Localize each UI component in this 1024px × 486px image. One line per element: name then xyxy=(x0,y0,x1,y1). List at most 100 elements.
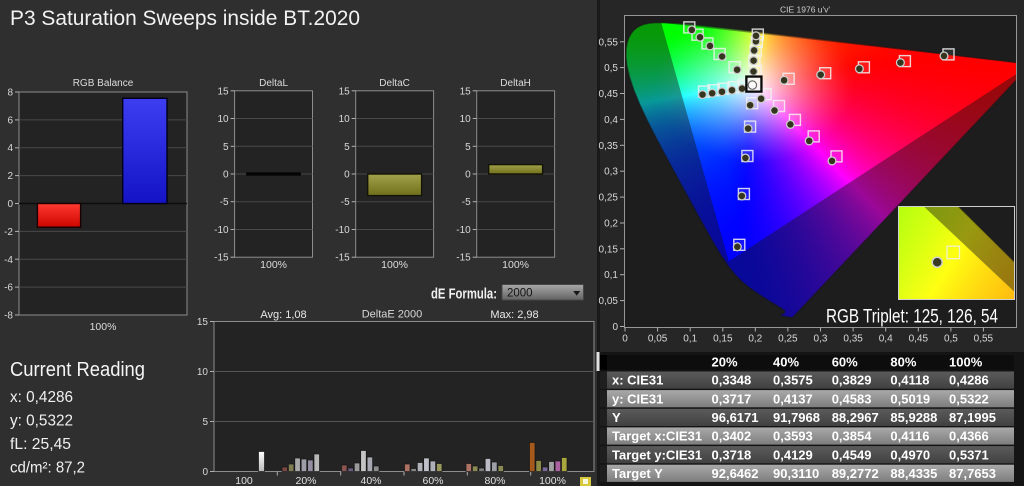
svg-text:0,4: 0,4 xyxy=(879,334,893,345)
svg-text:0,55: 0,55 xyxy=(974,334,994,345)
svg-text:0: 0 xyxy=(612,322,618,333)
svg-text:0: 0 xyxy=(344,170,350,181)
svg-text:15: 15 xyxy=(217,86,229,97)
svg-text:10: 10 xyxy=(460,114,472,125)
svg-text:-5: -5 xyxy=(220,197,229,208)
svg-text:15: 15 xyxy=(197,317,209,328)
svg-text:15: 15 xyxy=(339,86,351,97)
svg-text:90,3110: 90,3110 xyxy=(773,466,819,481)
svg-text:-10: -10 xyxy=(456,225,471,236)
svg-text:60%: 60% xyxy=(422,475,443,486)
svg-text:P3 Saturation Sweeps inside BT: P3 Saturation Sweeps inside BT.2020 xyxy=(10,6,360,30)
svg-text:20%: 20% xyxy=(712,355,738,370)
svg-text:-15: -15 xyxy=(214,253,229,264)
svg-text:0,15: 0,15 xyxy=(599,244,619,255)
svg-text:89,2772: 89,2772 xyxy=(832,466,879,481)
svg-text:10: 10 xyxy=(339,114,351,125)
svg-text:y: 0,5322: y: 0,5322 xyxy=(10,413,73,430)
svg-text:-15: -15 xyxy=(335,253,350,264)
svg-text:100%: 100% xyxy=(381,259,408,271)
svg-text:0,05: 0,05 xyxy=(599,296,619,307)
svg-text:88,4335: 88,4335 xyxy=(890,466,937,481)
svg-text:RGB Balance: RGB Balance xyxy=(73,78,134,89)
svg-text:dE Formula:: dE Formula: xyxy=(431,287,497,303)
svg-text:100%: 100% xyxy=(949,355,983,370)
svg-text:10: 10 xyxy=(217,114,229,125)
svg-text:0: 0 xyxy=(7,199,13,210)
svg-text:0,2: 0,2 xyxy=(604,219,618,230)
svg-text:DeltaL: DeltaL xyxy=(259,78,288,89)
svg-text:6: 6 xyxy=(7,115,13,126)
svg-text:Avg: 1,08: Avg: 1,08 xyxy=(260,309,306,321)
svg-text:20%: 20% xyxy=(295,475,316,486)
svg-text:92,6462: 92,6462 xyxy=(712,466,759,481)
svg-text:Target Y: Target Y xyxy=(612,466,663,481)
svg-text:40%: 40% xyxy=(360,475,381,486)
svg-text:0,3829: 0,3829 xyxy=(832,373,872,388)
svg-text:-8: -8 xyxy=(4,311,13,322)
svg-text:40%: 40% xyxy=(773,355,799,370)
svg-text:0,5: 0,5 xyxy=(604,63,618,74)
svg-text:0,4366: 0,4366 xyxy=(949,429,989,444)
svg-text:0,2: 0,2 xyxy=(748,334,762,345)
svg-text:0,3348: 0,3348 xyxy=(712,373,752,388)
svg-text:0,45: 0,45 xyxy=(909,334,929,345)
svg-text:0,1: 0,1 xyxy=(604,270,618,281)
svg-text:0: 0 xyxy=(202,467,208,478)
svg-text:0,3575: 0,3575 xyxy=(773,373,813,388)
svg-text:DeltaC: DeltaC xyxy=(379,78,410,89)
svg-text:0,4583: 0,4583 xyxy=(832,391,872,406)
svg-text:0,4116: 0,4116 xyxy=(890,429,929,444)
svg-text:0,4970: 0,4970 xyxy=(890,447,930,462)
svg-text:5: 5 xyxy=(344,142,350,153)
svg-text:-5: -5 xyxy=(462,197,471,208)
svg-text:100%: 100% xyxy=(539,475,566,486)
svg-text:15: 15 xyxy=(460,86,472,97)
svg-text:0,1: 0,1 xyxy=(683,334,697,345)
svg-text:0,55: 0,55 xyxy=(599,37,619,48)
svg-text:DeltaE 2000: DeltaE 2000 xyxy=(362,309,423,321)
svg-text:x: 0,4286: x: 0,4286 xyxy=(10,389,73,406)
svg-text:cd/m²: 87,2: cd/m²: 87,2 xyxy=(10,460,85,477)
svg-text:4: 4 xyxy=(7,143,13,154)
svg-text:0,4549: 0,4549 xyxy=(832,447,872,462)
svg-text:0,35: 0,35 xyxy=(599,141,619,152)
svg-text:-2: -2 xyxy=(4,227,13,238)
svg-text:CIE 1976 u'v': CIE 1976 u'v' xyxy=(780,5,830,15)
svg-text:Target x:CIE31: Target x:CIE31 xyxy=(612,429,702,444)
svg-text:60%: 60% xyxy=(832,355,858,370)
svg-text:0: 0 xyxy=(465,170,471,181)
svg-text:100: 100 xyxy=(235,475,253,486)
svg-text:-5: -5 xyxy=(341,197,350,208)
svg-text:0,3717: 0,3717 xyxy=(712,391,752,406)
svg-text:0,4118: 0,4118 xyxy=(890,373,929,388)
svg-text:Max: 2,98: Max: 2,98 xyxy=(490,309,538,321)
svg-text:0,25: 0,25 xyxy=(599,193,619,204)
svg-text:0,5: 0,5 xyxy=(944,334,958,345)
svg-text:0,25: 0,25 xyxy=(778,334,798,345)
svg-text:0,3: 0,3 xyxy=(814,334,828,345)
svg-text:x: CIE31: x: CIE31 xyxy=(612,373,663,388)
svg-text:0,3593: 0,3593 xyxy=(773,429,813,444)
svg-text:0,3402: 0,3402 xyxy=(712,429,752,444)
svg-text:0,4: 0,4 xyxy=(604,115,618,126)
svg-text:y: CIE31: y: CIE31 xyxy=(612,391,663,406)
svg-text:2000: 2000 xyxy=(507,288,533,300)
svg-text:0,4129: 0,4129 xyxy=(773,447,813,462)
svg-text:Target y:CIE31: Target y:CIE31 xyxy=(612,447,702,462)
svg-text:0,3: 0,3 xyxy=(604,167,618,178)
svg-text:10: 10 xyxy=(197,367,209,378)
svg-text:Y: Y xyxy=(612,410,621,425)
svg-text:0,5019: 0,5019 xyxy=(890,391,930,406)
svg-text:5: 5 xyxy=(202,417,208,428)
svg-text:0,05: 0,05 xyxy=(648,334,668,345)
svg-text:2: 2 xyxy=(7,171,13,182)
svg-text:0,4286: 0,4286 xyxy=(949,373,989,388)
svg-text:8: 8 xyxy=(7,88,13,99)
svg-text:0,5371: 0,5371 xyxy=(949,447,989,462)
svg-text:5: 5 xyxy=(223,142,229,153)
svg-text:87,7653: 87,7653 xyxy=(949,466,996,481)
svg-text:0,35: 0,35 xyxy=(843,334,863,345)
svg-text:87,1995: 87,1995 xyxy=(949,410,996,425)
svg-text:85,9288: 85,9288 xyxy=(890,410,937,425)
